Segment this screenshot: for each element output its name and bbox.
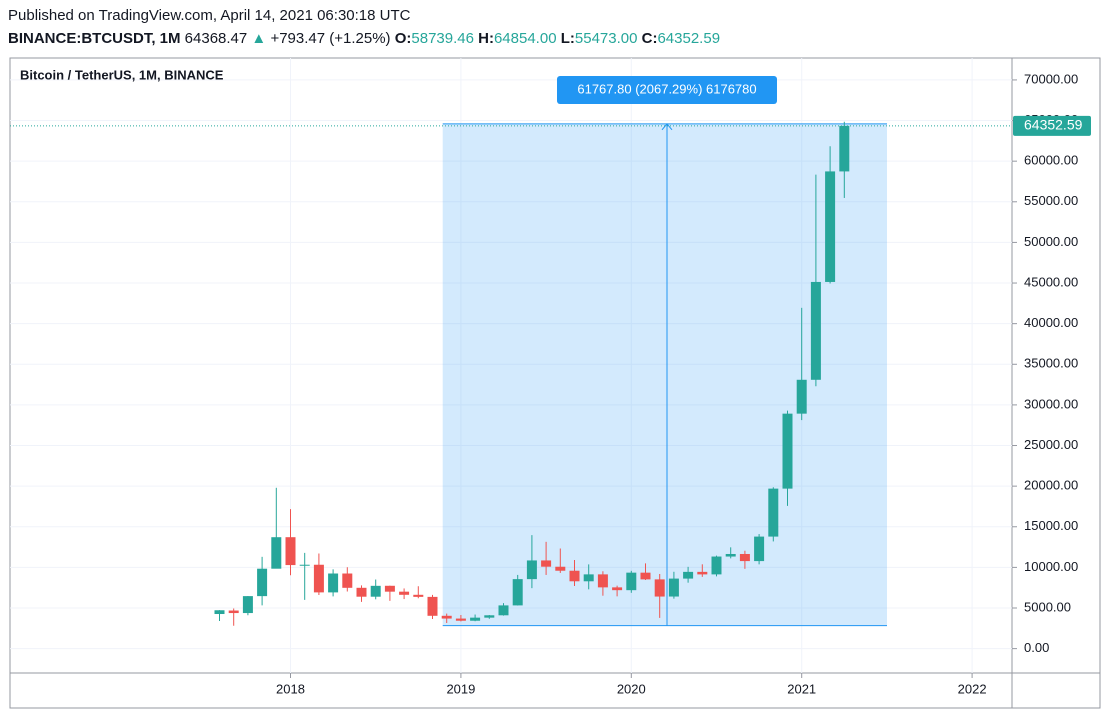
candle-body <box>640 572 651 580</box>
ohlc-l: 55473.00 <box>575 30 638 47</box>
x-tick-label: 2022 <box>958 681 987 696</box>
y-tick-label: 50000.00 <box>1024 234 1078 249</box>
candle-body <box>654 579 665 597</box>
y-tick-label: 15000.00 <box>1024 518 1078 533</box>
y-tick-label: 20000.00 <box>1024 478 1078 493</box>
candle-body <box>441 615 452 619</box>
measure-label: 61767.80 (2067.29%) 6176780 <box>577 81 756 96</box>
ohlc-o: 58739.46 <box>411 30 474 47</box>
candle-body <box>399 591 410 595</box>
price-label-box <box>1013 115 1091 136</box>
price-label: 64352.59 <box>1024 117 1083 133</box>
ohlc-h-label: H: <box>478 30 494 47</box>
candle-body <box>555 566 566 571</box>
candle-body <box>810 281 821 380</box>
ohlc-h: 64854.00 <box>494 30 557 47</box>
candle-body <box>484 615 495 618</box>
y-tick-label: 45000.00 <box>1024 274 1078 289</box>
y-tick-label: 25000.00 <box>1024 437 1078 452</box>
symbol: BINANCE:BTCUSDT, 1M <box>8 30 181 47</box>
y-tick-label: 60000.00 <box>1024 153 1078 168</box>
candle-body <box>413 594 424 597</box>
candle-body <box>612 587 623 591</box>
candle-body <box>711 556 722 575</box>
candle-body <box>569 570 580 582</box>
ohlc-l-label: L: <box>561 30 575 47</box>
candle-body <box>839 125 850 172</box>
candle-body <box>228 610 239 614</box>
candle-body <box>739 553 750 562</box>
candle-body <box>754 536 765 562</box>
candle-body <box>526 560 537 580</box>
y-tick-label: 35000.00 <box>1024 356 1078 371</box>
published: Published on TradingView.com, April 14, … <box>8 7 411 24</box>
candle-body <box>342 573 353 588</box>
arrow: ▲ <box>251 30 266 47</box>
candle-body <box>725 553 736 557</box>
y-tick-label: 0.00 <box>1024 640 1049 655</box>
candle-body <box>299 564 310 566</box>
y-tick-label: 55000.00 <box>1024 193 1078 208</box>
candle-body <box>498 605 509 616</box>
candle-body <box>370 585 381 597</box>
x-tick-label: 2021 <box>787 681 816 696</box>
candle-body <box>683 571 694 579</box>
candle-body <box>825 171 836 282</box>
change: +793.47 (+1.25%) <box>270 30 390 47</box>
candle-body <box>427 596 438 616</box>
candle-body <box>271 537 282 569</box>
symbol-line: BINANCE:BTCUSDT, 1M 64368.47 ▲ +793.47 (… <box>8 30 720 47</box>
candle-body <box>782 413 793 489</box>
candle-body <box>697 571 708 575</box>
candle-body <box>455 618 466 621</box>
measure-label-box <box>557 76 777 104</box>
candle-body <box>285 537 296 566</box>
x-tick-label: 2019 <box>446 681 475 696</box>
candle-body <box>583 574 594 582</box>
chart-title: Bitcoin / TetherUS, 1M, BINANCE <box>20 67 224 82</box>
candle-body <box>313 564 324 593</box>
candle-body <box>214 610 225 615</box>
candle-body <box>512 579 523 606</box>
last-price: 64368.47 <box>185 30 248 47</box>
candle-body <box>668 578 679 597</box>
ohlc-c-label: C: <box>642 30 658 47</box>
candle-body <box>796 379 807 414</box>
candle-body <box>384 585 395 592</box>
candle-body <box>768 488 779 537</box>
measure-arrowhead <box>661 123 673 131</box>
candle-body <box>470 617 481 621</box>
pane-border <box>9 57 1101 709</box>
x-tick-label: 2018 <box>276 681 305 696</box>
y-tick-label: 70000.00 <box>1024 71 1078 86</box>
candle-body <box>242 596 253 614</box>
y-tick-label: 40000.00 <box>1024 315 1078 330</box>
ohlc-c: 64352.59 <box>657 30 720 47</box>
candle-body <box>541 560 552 567</box>
x-tick-label: 2020 <box>617 681 646 696</box>
candle-body <box>626 572 637 591</box>
candle-body <box>257 568 268 597</box>
y-tick-label: 30000.00 <box>1024 396 1078 411</box>
y-tick-label: 10000.00 <box>1024 559 1078 574</box>
y-tick-label: 5000.00 <box>1024 599 1071 614</box>
candle-body <box>356 587 367 597</box>
candle-body <box>328 573 339 593</box>
ohlc-o-label: O: <box>395 30 412 47</box>
candle-body <box>597 574 608 588</box>
